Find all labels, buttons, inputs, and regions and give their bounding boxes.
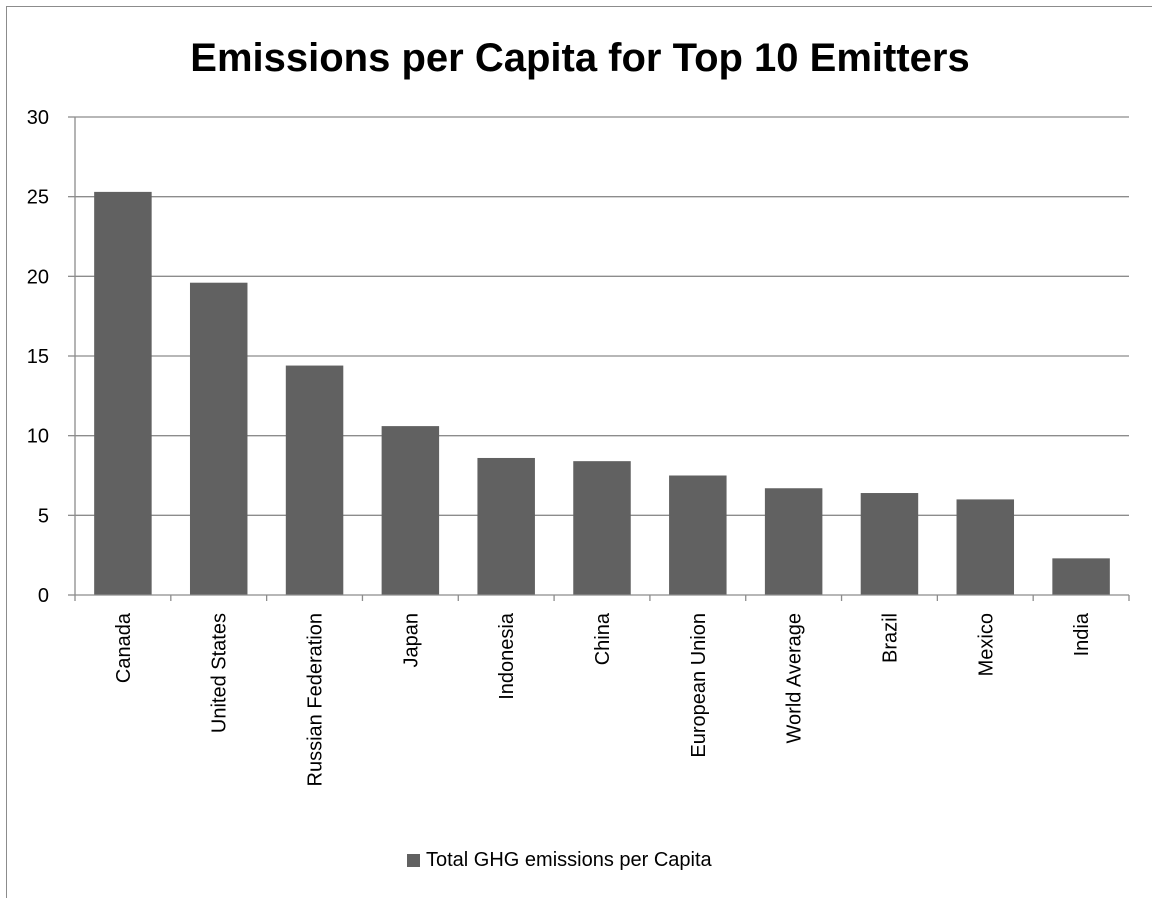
x-tick-labels: Canada United States Russian Federation Jap…: [113, 612, 1093, 786]
y-tick-label-25: 25: [27, 187, 49, 209]
bars: [94, 191, 1110, 596]
y-tick-labels: 0 5 10 15 20 25 30: [27, 107, 49, 607]
legend: Total GHG emissions per Capita: [407, 847, 712, 873]
x-tick-label-china: China: [592, 612, 614, 665]
x-tick-label-brazil: Brazil: [879, 613, 901, 663]
bar-mexico: [956, 499, 1015, 595]
y-tick-label-5: 5: [38, 505, 49, 527]
axes: [68, 116, 1130, 601]
y-tick-label-0: 0: [38, 585, 49, 607]
y-tick-label-20: 20: [27, 266, 49, 288]
chart-title: Emissions per Capita for Top 10 Emitters: [190, 36, 970, 80]
bar-india: [1052, 558, 1110, 595]
y-tick-label-15: 15: [27, 346, 49, 368]
bar-world-average: [764, 488, 823, 595]
x-tick-label-japan: Japan: [400, 613, 422, 668]
x-tick-label-world-average: World Average: [784, 613, 806, 743]
x-tick-label-european-union: European Union: [688, 613, 710, 758]
bar-japan: [381, 426, 440, 595]
bar-china: [573, 461, 631, 595]
bar-canada: [94, 191, 152, 596]
x-tick-label-russian-federation: Russian Federation: [305, 613, 327, 786]
bar-brazil: [860, 493, 919, 595]
bar-indonesia: [477, 457, 535, 595]
x-tick-label-canada: Canada: [113, 612, 135, 683]
bar-russian-federation: [285, 365, 344, 595]
x-tick-label-united-states: United States: [209, 613, 231, 733]
legend-label: Total GHG emissions per Capita: [426, 848, 712, 871]
y-tick-label-30: 30: [27, 107, 49, 129]
bar-united-states: [189, 282, 248, 595]
y-tick-label-10: 10: [27, 426, 49, 448]
gridlines: [75, 116, 1129, 516]
x-tick-label-indonesia: Indonesia: [496, 612, 518, 700]
bar-european-union: [669, 475, 727, 595]
x-tick-label-india: India: [1071, 612, 1093, 656]
x-tick-label-mexico: Mexico: [975, 613, 997, 676]
legend-swatch: [407, 853, 420, 867]
